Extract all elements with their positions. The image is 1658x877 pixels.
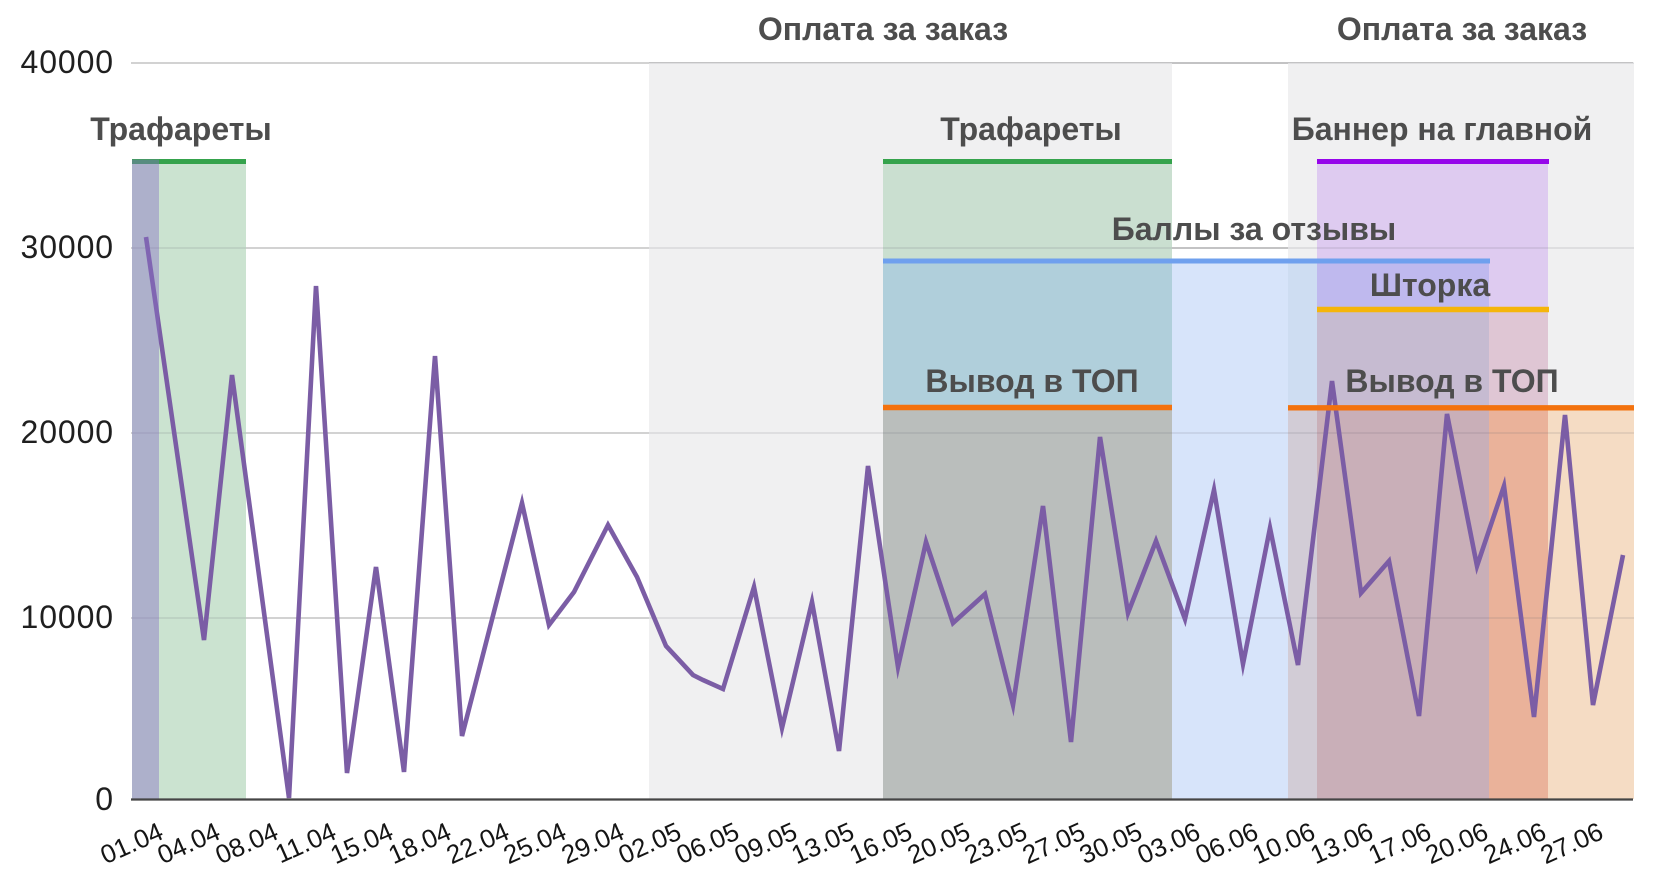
svg-text:20000: 20000 xyxy=(21,414,114,450)
svg-text:Вывод в ТОП: Вывод в ТОП xyxy=(1345,363,1558,399)
svg-text:40000: 40000 xyxy=(21,44,114,80)
svg-text:10000: 10000 xyxy=(21,599,114,635)
svg-text:0: 0 xyxy=(95,781,114,817)
svg-text:Баннер на главной: Баннер на главной xyxy=(1292,111,1593,147)
svg-text:30000: 30000 xyxy=(21,229,114,265)
svg-text:Трафареты: Трафареты xyxy=(940,111,1121,147)
svg-text:Трафареты: Трафареты xyxy=(90,111,271,147)
svg-text:Баллы за отзывы: Баллы за отзывы xyxy=(1112,211,1397,247)
svg-text:Вывод в ТОП: Вывод в ТОП xyxy=(925,363,1138,399)
svg-text:Оплата за заказ: Оплата за заказ xyxy=(1337,11,1587,47)
svg-text:Шторка: Шторка xyxy=(1370,267,1491,303)
svg-text:Оплата за заказ: Оплата за заказ xyxy=(758,11,1008,47)
